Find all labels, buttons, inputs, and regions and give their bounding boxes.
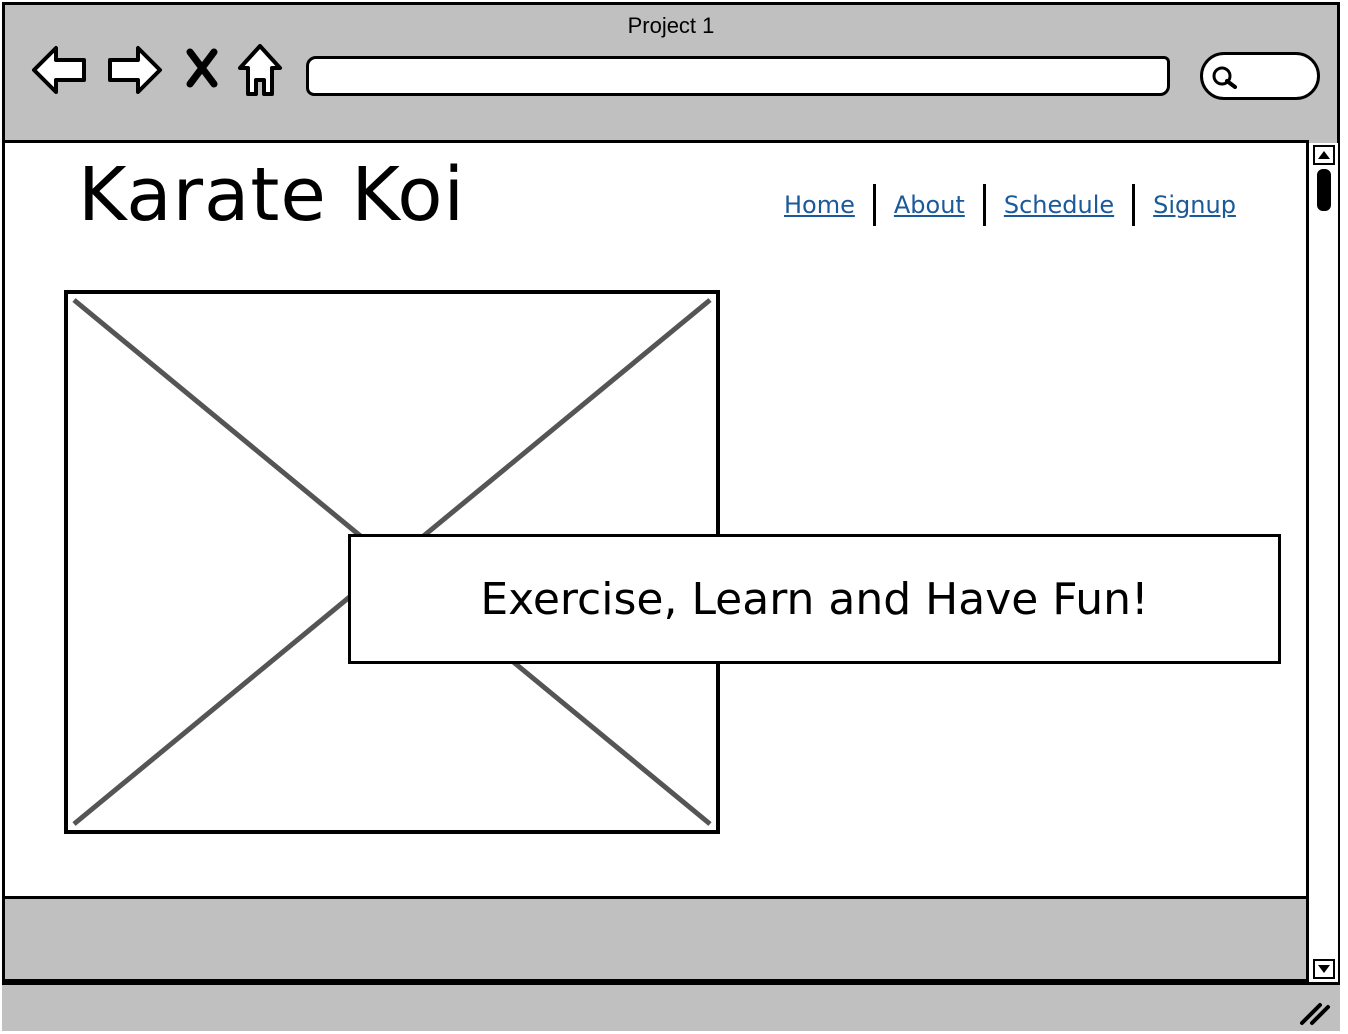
nav-separator [982,184,986,226]
forward-arrow-icon[interactable] [104,44,164,96]
site-title: Karate Koi [78,152,466,238]
search-box[interactable] [1200,52,1320,100]
search-icon [1212,66,1237,89]
back-arrow-icon[interactable] [30,44,90,96]
triangle-up-icon [1318,151,1330,159]
banner-text: Exercise, Learn and Have Fun! [480,573,1149,625]
nav-separator [1132,184,1136,226]
scroll-up-button[interactable] [1313,145,1335,165]
close-x-icon[interactable] [184,48,220,88]
triangle-down-icon [1318,965,1330,973]
scroll-thumb[interactable] [1317,169,1331,211]
window-title: Project 1 [627,13,715,38]
nav-separator [872,184,876,226]
hero-banner: Exercise, Learn and Have Fun! [348,534,1281,664]
home-icon[interactable] [236,42,284,98]
nav-link-about[interactable]: About [893,191,965,219]
address-bar[interactable] [306,56,1170,96]
page-footer [2,896,1312,982]
nav-link-signup[interactable]: Signup [1153,191,1236,219]
status-bar [2,982,1340,1031]
resize-grip-icon[interactable] [1298,997,1332,1027]
vertical-scrollbar[interactable] [1306,143,1338,983]
nav-link-schedule[interactable]: Schedule [1003,191,1115,219]
main-nav: Home About Schedule Signup [780,182,1240,228]
nav-link-home[interactable]: Home [784,191,855,219]
scroll-down-button[interactable] [1313,959,1335,979]
